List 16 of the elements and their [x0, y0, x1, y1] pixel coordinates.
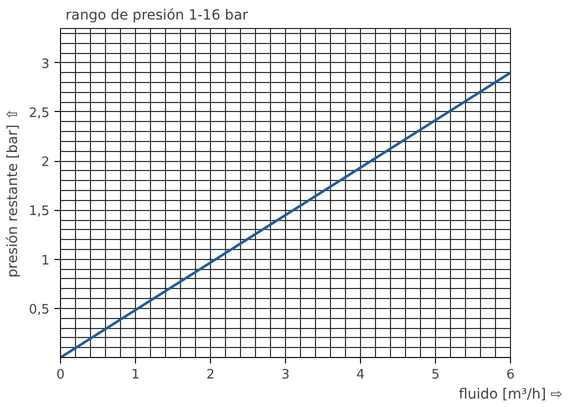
x-axis-title: fluido [m³/h] ⇨	[458, 386, 562, 402]
x-tick-label: 5	[431, 368, 440, 382]
y-tick-label: 2	[41, 155, 50, 170]
y-tick-label: 1,5	[28, 204, 50, 220]
x-tick-label: 1	[131, 368, 140, 382]
x-tick-label: 0	[56, 368, 65, 382]
chart-title: rango de presión 1-16 bar	[66, 8, 248, 24]
y-tick-label: 2,5	[28, 106, 50, 121]
y-tick-label: 1	[41, 253, 50, 268]
y-tick-label: 0,5	[28, 302, 50, 318]
x-tick-label: 3	[281, 368, 290, 382]
y-tick-label: 3	[41, 56, 50, 72]
x-tick-label: 4	[356, 368, 365, 382]
y-axis-title: presión restante [bar] ⇧	[4, 108, 21, 278]
x-tick-label: 2	[206, 368, 215, 382]
x-tick-label: 6	[506, 368, 515, 382]
